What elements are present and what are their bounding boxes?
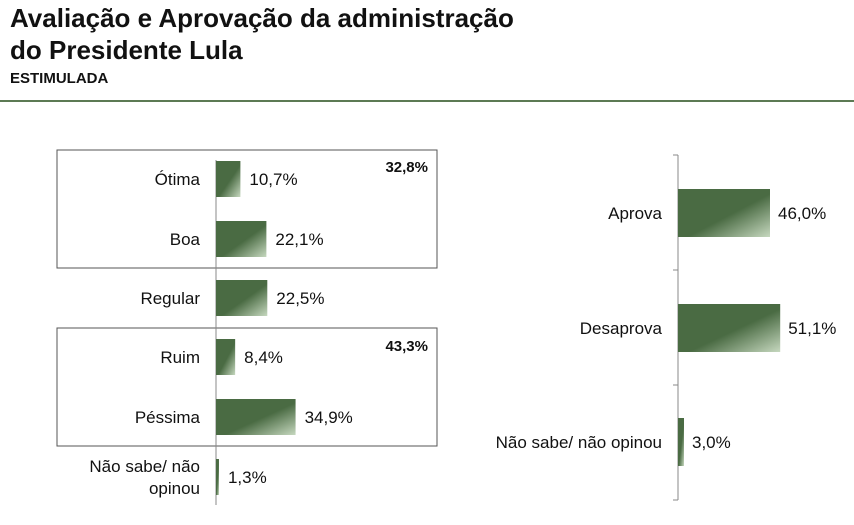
bar (216, 399, 296, 435)
bar (216, 221, 267, 257)
group-total-label: 32,8% (385, 159, 428, 176)
bar (678, 189, 770, 237)
page-subtitle: ESTIMULADA (10, 70, 109, 87)
category-label: Ótima (155, 170, 201, 189)
category-label: Péssima (135, 408, 201, 427)
category-label: Não sabe/ não opinou (89, 457, 200, 498)
page-title: Avaliação e Aprovação da administração d… (10, 2, 514, 66)
value-label: 51,1% (788, 319, 836, 338)
category-label: Boa (170, 230, 201, 249)
value-label: 22,5% (276, 289, 324, 308)
value-label: 10,7% (249, 170, 297, 189)
header-divider (0, 100, 854, 102)
value-label: 34,9% (305, 408, 353, 427)
title-line-2: do Presidente Lula (10, 35, 243, 65)
category-label: Ruim (160, 348, 200, 367)
value-label: 22,1% (275, 230, 323, 249)
category-label: Aprova (608, 204, 662, 223)
title-line-1: Avaliação e Aprovação da administração (10, 3, 514, 33)
value-label: 46,0% (778, 204, 826, 223)
value-label: 3,0% (692, 433, 731, 452)
bar (216, 161, 241, 197)
bar (678, 418, 684, 466)
value-label: 8,4% (244, 348, 283, 367)
category-label: Não sabe/ não opinou (496, 433, 662, 452)
bar (216, 459, 219, 495)
category-label: Desaprova (580, 319, 663, 338)
bar (678, 304, 781, 352)
group-box (56, 149, 438, 269)
category-label: Regular (140, 289, 200, 308)
bar (216, 339, 236, 375)
value-label: 1,3% (228, 468, 267, 487)
group-total-label: 43,3% (385, 338, 428, 355)
bar (216, 280, 268, 316)
group-box (56, 327, 438, 447)
